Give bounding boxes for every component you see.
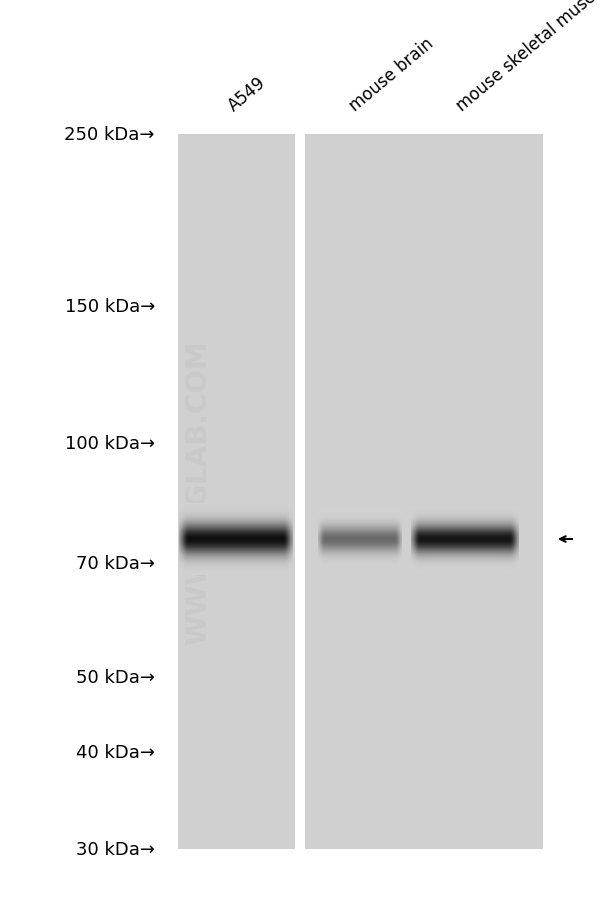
Text: 40 kDa→: 40 kDa→ [76,743,155,761]
Text: mouse brain: mouse brain [346,34,437,115]
Text: 250 kDa→: 250 kDa→ [65,126,155,143]
Bar [178,135,295,849]
Text: 70 kDa→: 70 kDa→ [76,555,155,573]
Bar [305,135,543,849]
Text: mouse skeletal muscle: mouse skeletal muscle [453,0,610,115]
Text: 30 kDa→: 30 kDa→ [76,840,155,858]
Text: A549: A549 [224,74,269,115]
Text: 100 kDa→: 100 kDa→ [65,435,155,453]
Text: 150 kDa→: 150 kDa→ [65,298,155,316]
Text: 50 kDa→: 50 kDa→ [76,668,155,686]
Text: WWW.PTGLAB.COM: WWW.PTGLAB.COM [184,340,212,644]
